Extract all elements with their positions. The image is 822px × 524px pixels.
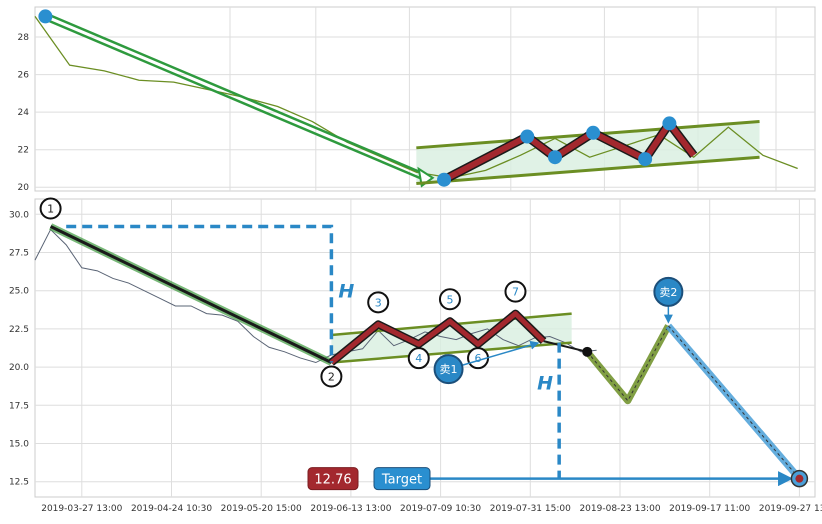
bottom-zigzag — [329, 311, 546, 365]
bottom-breakout-link — [543, 340, 588, 353]
sell1-label: 卖1 — [440, 363, 458, 376]
x-tick-label: 2019-09-17 11:00 — [669, 504, 750, 514]
point-label-4: 4 — [415, 352, 422, 365]
top-ytick-label: 22 — [18, 146, 29, 156]
top-trend-arrow-lower — [44, 18, 428, 183]
point-label-1: 1 — [47, 203, 54, 216]
target-value-label: 12.76 — [314, 473, 351, 488]
x-tick-label: 2019-05-20 15:00 — [221, 504, 302, 514]
bottom-ytick-label: 30.0 — [9, 210, 29, 220]
x-tick-label: 2019-07-09 10:30 — [400, 504, 481, 514]
sell2-bubble — [653, 276, 684, 307]
x-tick-label: 2019-04-24 10:30 — [131, 504, 212, 514]
top-pivot-marker — [586, 125, 601, 140]
bottom-ytick-label: 22.5 — [9, 325, 29, 335]
bottom-ytick-label: 15.0 — [9, 440, 29, 450]
point-label-5: 5 — [446, 293, 453, 306]
x-tick-label: 2019-07-31 15:00 — [490, 504, 571, 514]
top-pivot-marker — [437, 172, 452, 187]
x-tick-label: 2019-06-13 13:00 — [310, 504, 391, 514]
downtrend-line — [49, 225, 333, 364]
h-label-left: H — [338, 281, 354, 303]
point-label-7: 7 — [512, 286, 519, 299]
top-ytick-label: 20 — [18, 183, 30, 193]
bottom-channel-fill — [331, 313, 572, 363]
top-ytick-label: 26 — [18, 71, 30, 81]
point-marker-3 — [367, 291, 390, 314]
point-marker-7 — [504, 280, 527, 303]
top-ytick-label: 28 — [18, 33, 30, 43]
bottom-ytick-label: 20.0 — [9, 363, 29, 373]
projection-green-dash — [586, 325, 669, 402]
target-value-box — [307, 467, 359, 491]
h-label-right: H — [537, 372, 553, 394]
top-price-line — [34, 16, 798, 179]
point-label-3: 3 — [375, 296, 382, 309]
top-channel-fill — [416, 121, 760, 184]
target-name-label: Target — [381, 473, 422, 488]
target-marker-inner — [795, 474, 804, 483]
top-trend-arrow-upper — [44, 12, 428, 177]
point-label-6: 6 — [475, 352, 482, 365]
h-measure-left — [66, 224, 334, 363]
point-marker-4 — [407, 347, 430, 370]
top-pivot-marker — [662, 116, 677, 131]
point-label-2: 2 — [328, 371, 335, 384]
bottom-ytick-label: 25.0 — [9, 287, 29, 297]
point-marker-1 — [39, 197, 62, 220]
sell1-bubble — [433, 354, 464, 385]
bottom-price-line — [34, 228, 597, 364]
bottom-ytick-label: 12.5 — [9, 478, 29, 488]
top-pivot-marker — [38, 9, 53, 24]
x-tick-label: 2019-09-27 13:00 — [759, 504, 822, 514]
top-pivot-marker — [520, 129, 535, 144]
top-panel: 28 26 24 22 20 — [18, 6, 816, 193]
breakout-point — [582, 346, 593, 357]
point-marker-2 — [320, 365, 343, 388]
sell1-pointer — [462, 340, 540, 366]
target-name-box — [373, 467, 431, 491]
projection-blue — [665, 323, 803, 481]
top-ytick-label: 24 — [18, 108, 30, 118]
top-pivot-marker — [548, 150, 562, 165]
top-pivot-marker — [638, 152, 653, 167]
point-marker-5 — [438, 288, 461, 311]
x-tick-label: 2019-08-23 13:00 — [579, 504, 660, 514]
bottom-ytick-label: 27.5 — [9, 248, 29, 258]
bottom-ytick-label: 17.5 — [9, 401, 29, 411]
top-channel-lower — [416, 155, 760, 185]
bottom-panel: 30.0 27.5 25.0 22.5 20.0 17.5 15.0 12.5 2019-03-… — [9, 197, 822, 514]
x-tick-label: 2019-03-27 13:00 — [41, 504, 122, 514]
sell2-label: 卖2 — [659, 286, 677, 299]
